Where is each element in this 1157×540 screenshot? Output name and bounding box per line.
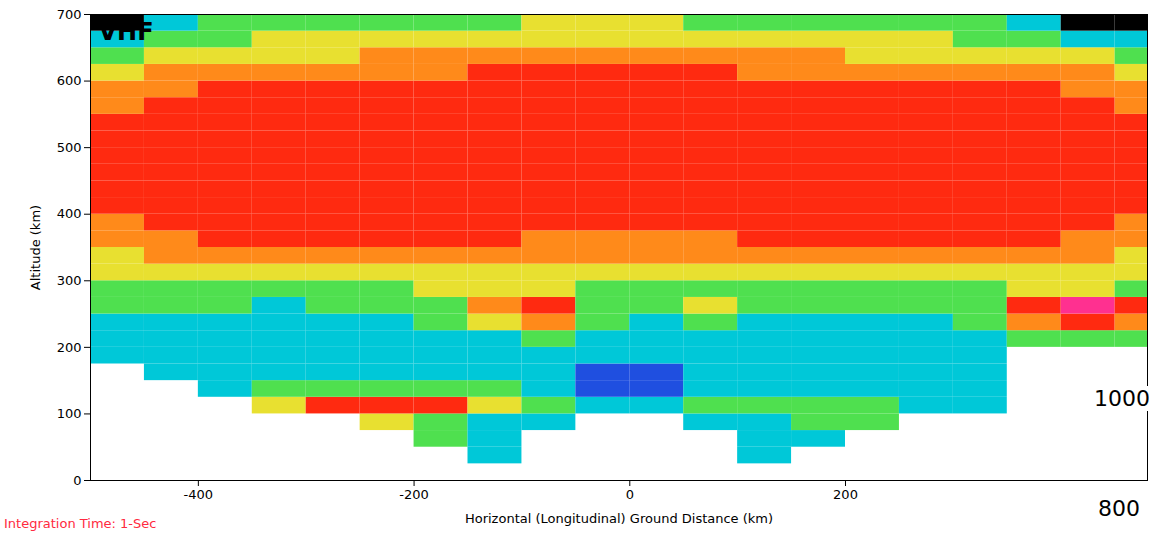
svg-text:200: 200 <box>57 340 82 355</box>
html-text:1000: 1000 <box>1094 386 1150 411</box>
svg-text:0: 0 <box>626 487 634 502</box>
svg-text:300: 300 <box>57 273 82 288</box>
svg-text:VHF: VHF <box>99 18 154 46</box>
svg-text:-400: -400 <box>184 487 214 502</box>
svg-text:100: 100 <box>57 406 82 421</box>
svg-text:Horizontal (Longitudinal) Grou: Horizontal (Longitudinal) Ground Distanc… <box>465 511 773 526</box>
html-text:800: 800 <box>1098 496 1140 521</box>
html-text:Integration Time: 1-Sec: Integration Time: 1-Sec <box>4 516 157 531</box>
svg-text:600: 600 <box>57 73 82 88</box>
svg-text:200: 200 <box>833 487 858 502</box>
svg-text:500: 500 <box>57 140 82 155</box>
svg-text:400: 400 <box>57 206 82 221</box>
svg-text:0: 0 <box>73 473 81 488</box>
svg-text:-200: -200 <box>399 487 429 502</box>
svg-text:700: 700 <box>57 7 82 22</box>
svg-text:Altitude (km): Altitude (km) <box>28 205 43 290</box>
